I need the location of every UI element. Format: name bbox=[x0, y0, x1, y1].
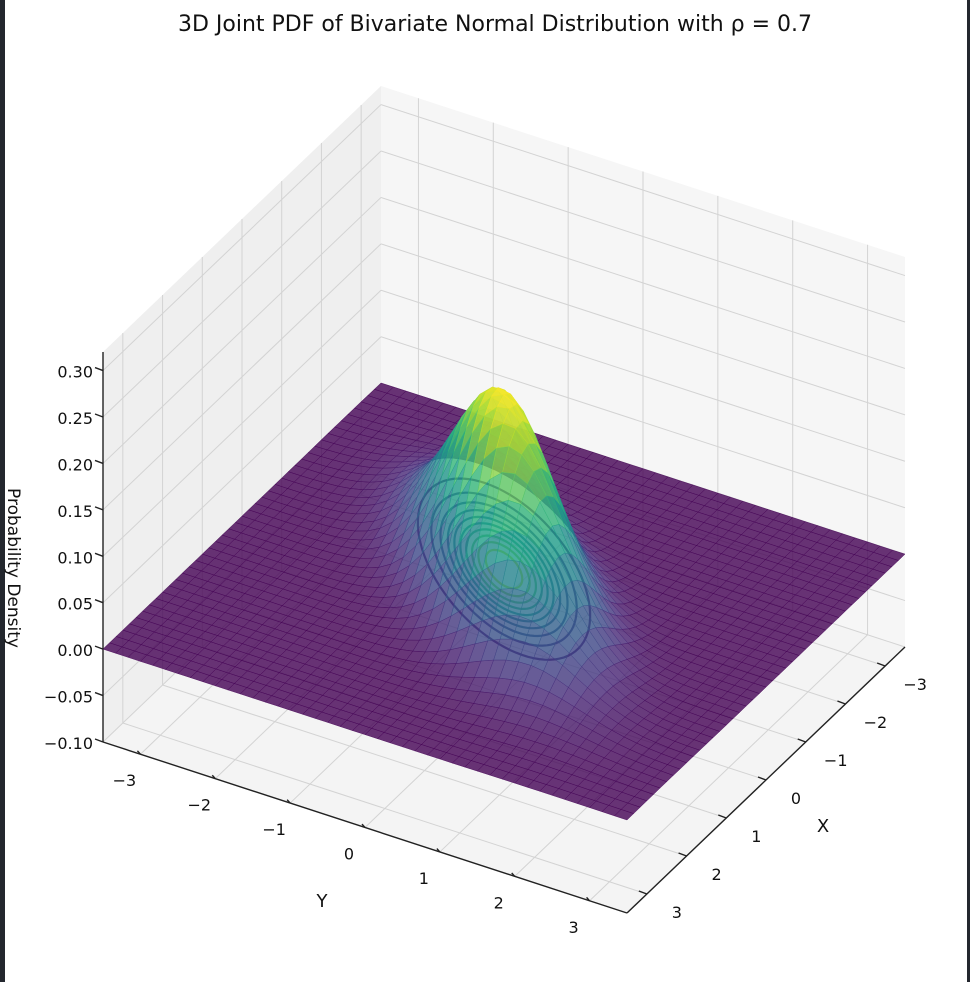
y-tick-label: 1 bbox=[419, 869, 429, 888]
back-grid-line bbox=[380, 336, 906, 509]
left-grid-line bbox=[102, 197, 382, 464]
y-tick-label: −1 bbox=[262, 820, 286, 839]
left-grid-line bbox=[102, 289, 382, 557]
x-tick-mark bbox=[638, 890, 648, 895]
left-grid-line bbox=[102, 150, 382, 418]
y-tick-mark bbox=[211, 774, 216, 780]
y-tick-label: −2 bbox=[187, 796, 211, 815]
tick-labels: −3 −2 −1 0 1 2 3 −3 −2 −1 0 1 2 3 −0.10 −0.05 0.00 0.05 0.… bbox=[44, 363, 927, 937]
z-tick-mark bbox=[94, 413, 104, 418]
back-grid-line bbox=[380, 104, 906, 277]
x-tick-mark bbox=[837, 700, 846, 705]
z-tick-label: 0.00 bbox=[57, 641, 93, 660]
y-tick-mark bbox=[436, 848, 441, 853]
surface-facet bbox=[614, 809, 634, 821]
back-grid-line bbox=[380, 289, 906, 462]
y-tick-mark bbox=[586, 896, 591, 902]
density-surface bbox=[102, 382, 906, 821]
z-axis-label: Probability Density bbox=[3, 488, 23, 648]
z-tick-mark bbox=[94, 552, 104, 557]
x-tick-mark bbox=[718, 814, 727, 819]
chart-title: 3D Joint PDF of Bivariate Normal Distrib… bbox=[177, 12, 813, 37]
floor-grid-line bbox=[122, 722, 648, 895]
y-tick-label: 2 bbox=[494, 893, 504, 912]
back-grid-line bbox=[380, 196, 906, 369]
y-tick-mark bbox=[361, 823, 366, 828]
floor-grid-line bbox=[589, 634, 868, 902]
window-edge-right bbox=[967, 0, 970, 982]
z-tick-mark bbox=[94, 599, 104, 604]
z-tick-mark bbox=[94, 366, 104, 372]
z-tick-label: 0.05 bbox=[57, 595, 93, 614]
x-tick-mark bbox=[797, 738, 806, 743]
x-tick-label: −3 bbox=[903, 675, 927, 694]
left-grid-line bbox=[102, 243, 382, 511]
z-tick-mark bbox=[94, 459, 104, 465]
y-axis-label: Y bbox=[316, 891, 329, 912]
y-tick-mark bbox=[511, 872, 516, 877]
z-tick-label: 0.10 bbox=[57, 548, 93, 567]
y-tick-mark bbox=[136, 750, 141, 755]
x-tick-label: −1 bbox=[824, 751, 848, 770]
y-tick-label: 0 bbox=[344, 845, 354, 864]
x-tick-label: 1 bbox=[751, 827, 761, 846]
z-tick-mark bbox=[94, 691, 104, 697]
y-tick-label: −3 bbox=[113, 771, 137, 790]
left-grid-line bbox=[102, 104, 382, 371]
x-tick-mark bbox=[757, 776, 767, 781]
x-tick-label: 0 bbox=[791, 789, 801, 808]
z-tick-label: 0.20 bbox=[57, 455, 93, 474]
z-tick-label: 0.25 bbox=[57, 409, 93, 428]
z-tick-mark bbox=[94, 506, 104, 511]
window-edge-left bbox=[0, 0, 5, 982]
y-tick-mark bbox=[286, 799, 291, 804]
z-tick-label: 0.15 bbox=[57, 502, 93, 521]
z-tick-mark bbox=[94, 645, 104, 650]
x-axis-label: X bbox=[817, 816, 829, 837]
z-tick-label: 0.30 bbox=[57, 363, 93, 382]
floor-grid-line bbox=[162, 684, 687, 857]
x-tick-label: −2 bbox=[864, 713, 888, 732]
x-tick-mark bbox=[678, 852, 687, 857]
x-tick-mark bbox=[876, 662, 886, 667]
back-grid-line bbox=[380, 243, 906, 416]
z-tick-label: −0.10 bbox=[44, 734, 93, 753]
x-tick-label: 2 bbox=[711, 865, 721, 884]
left-grid-line bbox=[102, 336, 382, 604]
y-tick-label: 3 bbox=[568, 918, 578, 937]
z-tick-label: −0.05 bbox=[44, 688, 93, 707]
z-tick-mark bbox=[94, 738, 104, 743]
back-grid-line bbox=[380, 150, 906, 323]
x-tick-label: 3 bbox=[672, 903, 682, 922]
